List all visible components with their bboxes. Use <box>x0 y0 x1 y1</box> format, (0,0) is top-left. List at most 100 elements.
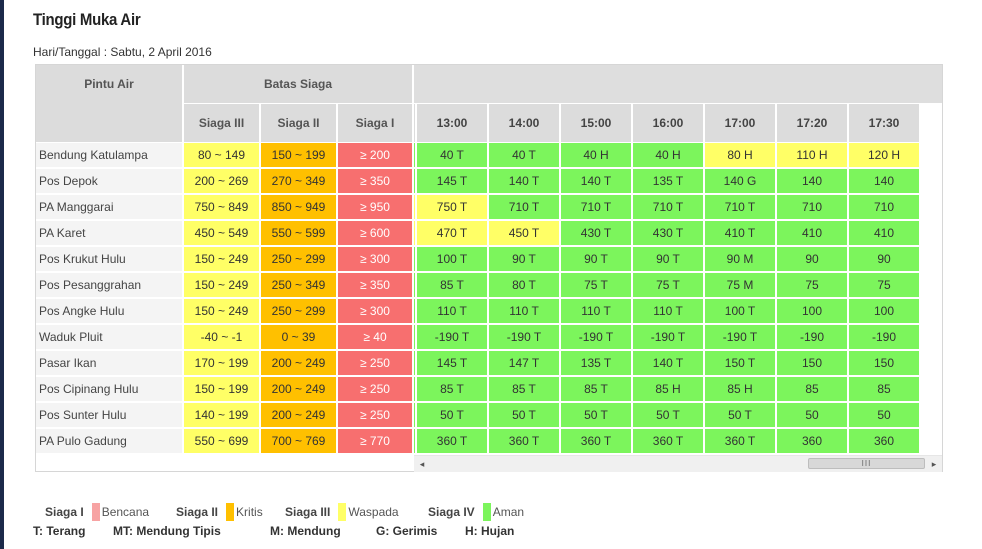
scrollbar-thumb[interactable]: III <box>808 458 925 469</box>
level-cell: 360 T <box>633 429 703 453</box>
siaga-2-range: 200 ~ 249 <box>261 377 336 401</box>
header-siaga-1: Siaga I <box>338 104 412 142</box>
level-cell: 40 H <box>633 143 703 167</box>
siaga-2-range: 150 ~ 199 <box>261 143 336 167</box>
siaga-3-range: 80 ~ 149 <box>184 143 259 167</box>
station-name: PA Pulo Gadung <box>36 429 182 453</box>
level-cell: -190 T <box>489 325 559 349</box>
header-siaga-2: Siaga II <box>261 104 336 142</box>
siaga-3-range: 170 ~ 199 <box>184 351 259 375</box>
legend-key: Siaga III <box>285 505 331 519</box>
level-cell: 110 H <box>777 143 847 167</box>
level-cell: 85 T <box>417 273 487 297</box>
level-cell: T <box>414 299 415 323</box>
level-cell: -190 T <box>417 325 487 349</box>
siaga-3-range: 150 ~ 249 <box>184 299 259 323</box>
level-cell: 40 H <box>561 143 631 167</box>
level-cell: 360 T <box>561 429 631 453</box>
level-cell: T <box>414 403 415 427</box>
level-cell: T <box>414 325 415 349</box>
legend-key: Siaga IV <box>428 505 475 519</box>
level-cell: -190 T <box>705 325 775 349</box>
time-header: 12:00 <box>414 104 415 142</box>
table-row: Pos Krukut Hulu 150 ~ 249 250 ~ 299 ≥ 300 <box>36 246 412 272</box>
scroll-left-arrow-icon[interactable]: ◂ <box>419 458 425 469</box>
level-cell: 140 <box>777 169 847 193</box>
level-cell: T <box>414 169 415 193</box>
siaga-2-range: 200 ~ 249 <box>261 403 336 427</box>
header-pintu-air: Pintu Air <box>36 65 182 142</box>
legend-label: Bencana <box>101 505 150 519</box>
level-cell: 360 T <box>705 429 775 453</box>
table-row: Pos Cipinang Hulu 150 ~ 199 200 ~ 249 ≥ 250 <box>36 376 412 402</box>
legend-siaga-1: Siaga I Bencana <box>45 503 149 521</box>
station-name: Waduk Pluit <box>36 325 182 349</box>
level-cell: 85 <box>849 377 919 401</box>
level-cell: T <box>414 221 415 245</box>
level-cell: 100 T <box>705 299 775 323</box>
level-cell: 710 T <box>561 195 631 219</box>
level-cell: 50 T <box>417 403 487 427</box>
siaga-3-range: 150 ~ 249 <box>184 273 259 297</box>
level-cell: -190 <box>849 325 919 349</box>
level-cell: 410 <box>849 221 919 245</box>
level-cell: -190 T <box>633 325 703 349</box>
level-cell: T <box>414 377 415 401</box>
page-title: Tinggi Muka Air <box>33 10 141 29</box>
fixed-columns: Bendung Katulampa 80 ~ 149 150 ~ 199 ≥ 200 P… <box>36 142 412 454</box>
level-cell: 75 T <box>561 273 631 297</box>
level-cell: 410 <box>777 221 847 245</box>
station-name: Pos Sunter Hulu <box>36 403 182 427</box>
scroll-right-arrow-icon[interactable]: ▸ <box>931 458 937 469</box>
level-cell: 75 <box>777 273 847 297</box>
level-cell: 75 <box>849 273 919 297</box>
siaga-2-range: 850 ~ 949 <box>261 195 336 219</box>
siaga-3-range: 150 ~ 199 <box>184 377 259 401</box>
level-cell: 750 T <box>417 195 487 219</box>
level-cell: 140 <box>849 169 919 193</box>
time-header: 17:20 <box>777 104 847 142</box>
table-row: Waduk Pluit -40 ~ -1 0 ~ 39 ≥ 40 <box>36 324 412 350</box>
time-header: 13:00 <box>417 104 487 142</box>
level-cell: 140 T <box>561 169 631 193</box>
level-cell: 80 H <box>705 143 775 167</box>
legend-siaga-3: Siaga III Waspada <box>285 503 399 521</box>
weather-code-terang: T: Terang <box>33 524 86 538</box>
time-header: 17:30 <box>849 104 919 142</box>
siaga-3-range: -40 ~ -1 <box>184 325 259 349</box>
siaga-3-range: 750 ~ 849 <box>184 195 259 219</box>
siaga-3-range: 140 ~ 199 <box>184 403 259 427</box>
level-cell: 110 T <box>417 299 487 323</box>
level-cell: 140 G <box>705 169 775 193</box>
table-row: Pos Sunter Hulu 140 ~ 199 200 ~ 249 ≥ 250 <box>36 402 412 428</box>
siaga-2-range: 250 ~ 299 <box>261 247 336 271</box>
station-name: Pasar Ikan <box>36 351 182 375</box>
station-name: Pos Krukut Hulu <box>36 247 182 271</box>
legend-label: Kritis <box>236 505 263 519</box>
level-cell: 145 T <box>417 169 487 193</box>
level-cell: 80 T <box>489 273 559 297</box>
time-header: 15:00 <box>561 104 631 142</box>
legend-label: Aman <box>492 505 525 519</box>
level-cell: 135 T <box>561 351 631 375</box>
horizontal-scrollbar[interactable]: ◂ III ▸ <box>414 455 942 472</box>
level-cell: 50 T <box>489 403 559 427</box>
level-cell: 147 T <box>489 351 559 375</box>
table-row: PA Karet 450 ~ 549 550 ~ 599 ≥ 600 <box>36 220 412 246</box>
time-header-band <box>414 65 942 103</box>
level-cell: 85 <box>777 377 847 401</box>
level-cell: 85 T <box>561 377 631 401</box>
level-cell: T <box>414 429 415 453</box>
level-cell: 75 T <box>633 273 703 297</box>
level-cell: T <box>414 273 415 297</box>
level-cell: 50 T <box>561 403 631 427</box>
level-cell: 360 <box>777 429 847 453</box>
level-cell: 50 <box>777 403 847 427</box>
level-cell: 710 T <box>489 195 559 219</box>
level-cell: 710 <box>777 195 847 219</box>
header-batas-siaga: Batas Siaga <box>184 65 412 103</box>
station-name: Pos Angke Hulu <box>36 299 182 323</box>
level-cell: 145 T <box>417 351 487 375</box>
legend-swatch <box>91 503 100 521</box>
